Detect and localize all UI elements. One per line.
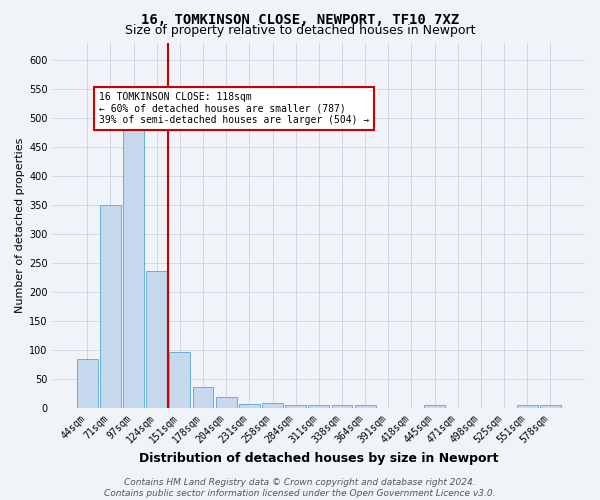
Bar xyxy=(355,406,376,408)
Bar xyxy=(77,359,98,408)
X-axis label: Distribution of detached houses by size in Newport: Distribution of detached houses by size … xyxy=(139,452,499,465)
Bar xyxy=(100,205,121,408)
Bar xyxy=(332,406,352,408)
Text: Size of property relative to detached houses in Newport: Size of property relative to detached ho… xyxy=(125,24,475,37)
Bar xyxy=(146,270,167,408)
Bar xyxy=(285,404,306,408)
Bar xyxy=(424,406,445,408)
Bar xyxy=(123,130,144,408)
Bar xyxy=(239,404,260,408)
Bar xyxy=(193,386,214,408)
Y-axis label: Number of detached properties: Number of detached properties xyxy=(15,138,25,313)
Bar xyxy=(262,403,283,408)
Text: 16, TOMKINSON CLOSE, NEWPORT, TF10 7XZ: 16, TOMKINSON CLOSE, NEWPORT, TF10 7XZ xyxy=(141,12,459,26)
Bar xyxy=(517,406,538,408)
Text: Contains HM Land Registry data © Crown copyright and database right 2024.
Contai: Contains HM Land Registry data © Crown c… xyxy=(104,478,496,498)
Bar xyxy=(308,406,329,408)
Bar xyxy=(216,396,236,408)
Text: 16 TOMKINSON CLOSE: 118sqm
← 60% of detached houses are smaller (787)
39% of sem: 16 TOMKINSON CLOSE: 118sqm ← 60% of deta… xyxy=(99,92,369,125)
Bar xyxy=(540,406,561,408)
Bar xyxy=(169,352,190,408)
